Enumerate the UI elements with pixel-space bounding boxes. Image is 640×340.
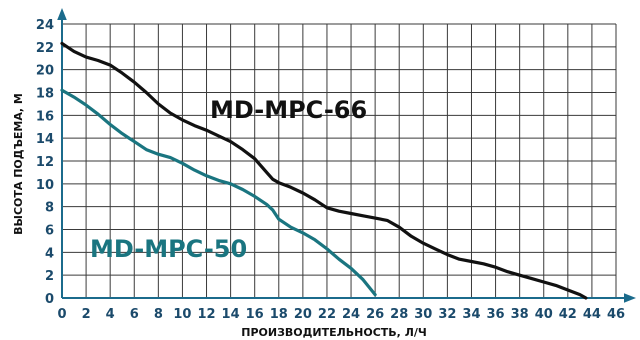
y-tick-label: 14	[36, 132, 54, 147]
y-tick-label: 18	[36, 87, 54, 102]
x-tick-label: 26	[366, 307, 384, 322]
x-tick-label: 0	[57, 307, 66, 322]
x-axis: 0 2 4 6 8 10 12 14 16 18 20 22 24 26 28 30 32 34 36 38 40 42 4…	[57, 293, 636, 322]
series-line-0	[60, 41, 588, 300]
y-tick-label: 2	[45, 269, 54, 284]
x-tick-label: 30	[414, 307, 432, 322]
x-tick-label: 4	[106, 307, 115, 322]
y-tick-label: 0	[45, 292, 54, 307]
y-tick-label: 20	[36, 64, 54, 79]
series-label-md-mpc-50: MD-MPC-50	[90, 235, 247, 263]
x-tick-label: 42	[559, 307, 577, 322]
y-tick-label: 6	[45, 224, 54, 239]
series-lines	[60, 41, 588, 300]
series-line-1	[60, 88, 377, 297]
x-tick-label: 34	[462, 307, 480, 322]
x-tick-label: 38	[511, 307, 529, 322]
x-tick-label: 6	[130, 307, 139, 322]
y-tick-label: 10	[36, 178, 54, 193]
x-tick-label: 28	[390, 307, 408, 322]
x-tick-label: 2	[82, 307, 91, 322]
series-labels: MD-MPC-66 MD-MPC-50	[90, 96, 367, 263]
x-tick-label: 8	[154, 307, 163, 322]
x-tick-label: 44	[583, 307, 601, 322]
y-tick-label: 12	[36, 155, 54, 170]
x-tick-label: 36	[487, 307, 505, 322]
x-tick-label: 14	[222, 307, 240, 322]
y-axis-title: ВЫСОТА ПОДЪЕМА, М	[12, 93, 25, 235]
y-tick-label: 22	[36, 41, 54, 56]
x-tick-label: 46	[607, 307, 625, 322]
x-tick-label: 16	[246, 307, 264, 322]
x-tick-label: 12	[197, 307, 215, 322]
x-tick-label: 20	[294, 307, 312, 322]
x-tick-label: 24	[342, 307, 360, 322]
x-tick-label: 18	[270, 307, 288, 322]
x-tick-label: 40	[535, 307, 553, 322]
y-tick-label: 24	[36, 18, 54, 33]
x-axis-title: ПРОИЗВОДИТЕЛЬНОСТЬ, Л/Ч	[241, 326, 427, 339]
grid	[62, 23, 617, 298]
x-tick-label: 22	[318, 307, 336, 322]
y-tick-label: 16	[36, 109, 54, 124]
x-tick-label: 10	[173, 307, 191, 322]
y-tick-label: 4	[45, 246, 54, 261]
x-tick-label: 32	[438, 307, 456, 322]
y-tick-label: 8	[45, 201, 54, 216]
series-label-md-mpc-66: MD-MPC-66	[210, 96, 367, 124]
